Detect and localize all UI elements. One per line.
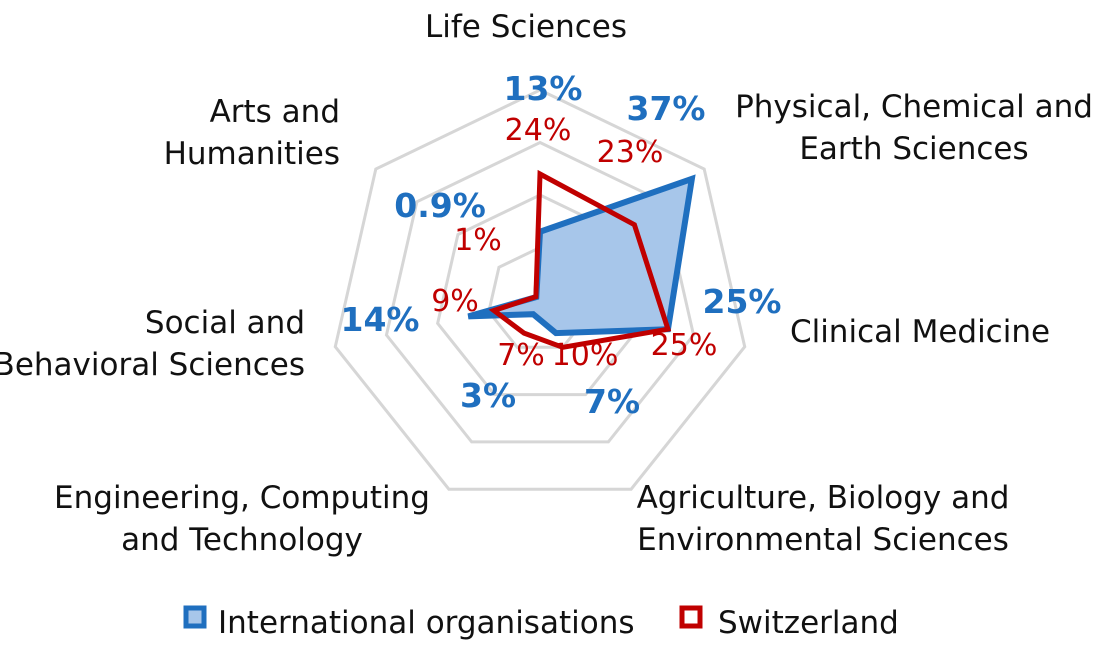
value-label-switzerland-arts-and-humanities: 1%	[454, 223, 502, 258]
axis-label-agriculture-biology-and-environmental-sciences-line-2: Environmental Sciences	[637, 522, 1009, 558]
value-label-international-organisations-arts-and-humanities: 0.9%	[394, 186, 486, 225]
value-label-switzerland-physical-chemical-and-earth-sciences: 23%	[597, 135, 664, 170]
value-label-switzerland-agriculture-biology-and-environmental-sciences: 10%	[552, 338, 619, 373]
value-label-switzerland-engineering-computing-and-technology: 7%	[497, 338, 545, 373]
axis-label-arts-and-humanities-line-2: Humanities	[164, 136, 340, 172]
legend-swatch-switzerland	[679, 605, 703, 629]
axis-label-social-and-behavioral-sciences-line-1: Social and	[145, 305, 305, 341]
axis-label-physical-chemical-and-earth-sciences-line-2: Earth Sciences	[799, 131, 1028, 167]
axis-label-agriculture-biology-and-environmental-sciences-line-1: Agriculture, Biology and	[637, 480, 1010, 516]
value-label-international-organisations-social-and-behavioral-sciences: 14%	[341, 300, 420, 339]
value-label-international-organisations-physical-chemical-and-earth-sciences: 37%	[627, 89, 706, 128]
axis-label-clinical-medicine-line-1: Clinical Medicine	[790, 314, 1050, 350]
radar-series	[467, 169, 696, 350]
axis-label-engineering-computing-and-technology-line-2: and Technology	[121, 522, 363, 558]
value-label-switzerland-life-sciences: 24%	[505, 113, 572, 148]
value-label-international-organisations-engineering-computing-and-technology: 3%	[460, 376, 516, 415]
legend-swatch-international	[183, 605, 207, 629]
axis-label-engineering-computing-and-technology-line-1: Engineering, Computing	[54, 480, 430, 516]
value-label-international-organisations-clinical-medicine: 25%	[703, 282, 782, 321]
value-label-international-organisations-agriculture-biology-and-environmental-sciences: 7%	[584, 382, 640, 421]
legend: International organisations Switzerland	[183, 605, 899, 641]
legend-label-international: International organisations	[218, 605, 635, 641]
grid-ring-4	[333, 88, 747, 491]
axis-label-social-and-behavioral-sciences-line-2: Behavioral Sciences	[0, 347, 305, 383]
axis-label-arts-and-humanities-line-1: Arts and	[210, 94, 340, 130]
axis-label-life-sciences-line-1: Life Sciences	[425, 9, 627, 45]
value-label-international-organisations-life-sciences: 13%	[504, 69, 583, 108]
value-labels: 13%37%25%7%3%14%0.9%24%23%25%10%7%9%1%	[341, 69, 782, 421]
value-label-switzerland-social-and-behavioral-sciences: 9%	[431, 284, 479, 319]
axis-labels: Life Sciences Physical, Chemical and Earth…	[0, 9, 1093, 558]
legend-label-switzerland: Switzerland	[718, 605, 899, 641]
axis-label-physical-chemical-and-earth-sciences-line-1: Physical, Chemical and	[735, 89, 1093, 125]
series-switzerland	[488, 169, 672, 350]
value-label-switzerland-clinical-medicine: 25%	[651, 328, 718, 363]
